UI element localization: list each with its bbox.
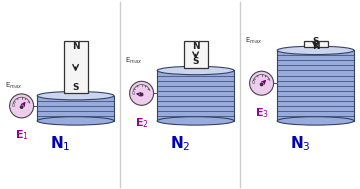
Text: N$_1$: N$_1$	[50, 135, 70, 153]
Circle shape	[260, 83, 263, 86]
Bar	[37, 96, 114, 121]
Ellipse shape	[277, 46, 354, 55]
Text: N: N	[192, 42, 199, 51]
Text: N: N	[72, 42, 80, 51]
Bar	[184, 40, 208, 67]
Ellipse shape	[157, 117, 234, 125]
Circle shape	[10, 94, 33, 118]
Text: E$_1$: E$_1$	[15, 129, 28, 143]
Bar	[277, 50, 354, 121]
Circle shape	[21, 106, 23, 108]
Text: 0: 0	[251, 81, 255, 85]
Circle shape	[130, 81, 154, 105]
Circle shape	[140, 93, 143, 96]
Text: S: S	[192, 57, 199, 66]
Text: 0: 0	[11, 103, 14, 108]
Text: 0: 0	[131, 91, 134, 96]
Text: N$_2$: N$_2$	[170, 135, 190, 153]
Bar	[64, 40, 87, 93]
Text: E$_{max}$: E$_{max}$	[5, 81, 22, 91]
Text: N$_3$: N$_3$	[289, 135, 310, 153]
Text: E$_3$: E$_3$	[255, 106, 269, 120]
Ellipse shape	[157, 66, 234, 75]
Text: N: N	[312, 42, 319, 51]
Text: E$_{max}$: E$_{max}$	[245, 35, 262, 46]
Text: E$_2$: E$_2$	[135, 116, 149, 130]
Bar	[303, 40, 328, 47]
Text: E$_{max}$: E$_{max}$	[125, 56, 142, 66]
Text: S: S	[72, 83, 79, 91]
Ellipse shape	[37, 91, 114, 100]
Bar	[157, 70, 234, 121]
Ellipse shape	[37, 117, 114, 125]
Ellipse shape	[277, 117, 354, 125]
Circle shape	[249, 71, 274, 95]
Text: S: S	[312, 37, 319, 46]
